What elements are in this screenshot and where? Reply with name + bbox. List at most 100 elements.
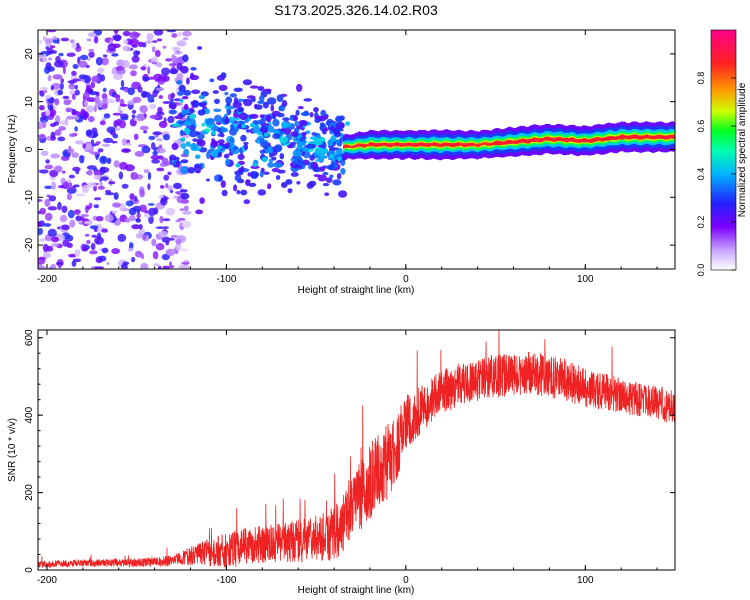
transition-blob: [183, 120, 192, 127]
noise-blob: [72, 64, 79, 69]
noise-blob: [44, 185, 53, 189]
noise-blob: [156, 138, 163, 142]
transition-blob: [340, 167, 346, 175]
ridge-core: [606, 137, 613, 141]
noise-blob: [50, 263, 57, 269]
noise-blob: [90, 242, 96, 251]
transition-blob: [197, 102, 207, 106]
ridge-core: [500, 141, 509, 145]
noise-blob: [131, 114, 136, 119]
noise-blob: [71, 152, 79, 158]
ridge-core: [537, 138, 543, 142]
noise-blob: [152, 89, 158, 98]
noise-blob: [176, 191, 183, 195]
ridge-core: [641, 135, 651, 139]
transition-blob: [180, 166, 189, 174]
transition-blob: [169, 68, 179, 75]
transition-peak: [345, 121, 351, 126]
noise-blob: [101, 247, 109, 254]
noise-blob: [67, 80, 77, 84]
noise-blob: [94, 266, 104, 269]
noise-blob: [106, 157, 112, 164]
transition-blob: [266, 146, 274, 154]
transition-blob: [310, 161, 319, 170]
ridge-core: [377, 143, 383, 147]
chart-title: S173.2025.326.14.02.R03: [274, 2, 438, 18]
ridge-core: [448, 143, 456, 147]
transition-blob: [197, 46, 203, 50]
noise-blob: [137, 113, 145, 122]
noise-blob: [149, 103, 157, 110]
noise-blob: [85, 85, 92, 93]
transition-blob: [272, 162, 283, 169]
noise-blob: [61, 205, 68, 213]
noise-blob: [44, 38, 54, 43]
noise-blob: [64, 117, 69, 126]
transition-blob: [180, 143, 187, 150]
ridge-core: [530, 139, 536, 142]
transition-blob: [170, 92, 175, 99]
noise-blob: [111, 248, 120, 255]
noise-blob: [74, 89, 80, 96]
noise-blob: [133, 133, 139, 140]
transition-blob: [290, 172, 299, 177]
noise-blob: [121, 183, 129, 189]
transition-blob: [221, 189, 228, 197]
ridge-core: [443, 143, 449, 147]
noise-blob: [147, 94, 155, 103]
noise-blob: [169, 237, 175, 241]
snr-y-tick-label: 400: [24, 406, 35, 423]
noise-blob: [122, 261, 130, 266]
noise-blob: [103, 113, 111, 119]
transition-blob: [280, 182, 288, 188]
noise-blob: [182, 30, 192, 37]
noise-blob: [50, 85, 54, 91]
noise-blob: [171, 46, 181, 51]
transition-blob: [297, 141, 307, 147]
transition-blob: [201, 123, 205, 127]
noise-blob: [75, 193, 86, 197]
noise-blob: [163, 134, 170, 141]
noise-blob: [74, 140, 85, 145]
noise-blob: [158, 230, 168, 238]
transition-peak: [263, 132, 269, 137]
noise-blob: [166, 30, 177, 33]
noise-blob: [147, 183, 151, 191]
spectrogram-plot-area: [38, 30, 675, 269]
noise-blob: [173, 195, 179, 198]
noise-blob: [138, 224, 143, 230]
transition-blob: [223, 153, 230, 159]
transition-peak: [235, 163, 241, 168]
transition-blob: [325, 177, 333, 184]
noise-blob: [57, 136, 66, 142]
noise-blob: [101, 143, 111, 147]
noise-blob: [158, 95, 163, 99]
transition-blob: [315, 158, 324, 162]
noise-blob: [100, 176, 109, 181]
noise-blob: [72, 166, 81, 172]
noise-blob: [175, 239, 182, 245]
transition-blob: [294, 120, 299, 127]
noise-blob: [46, 194, 51, 198]
noise-blob: [63, 180, 73, 190]
snr-frame: [37, 329, 676, 571]
noise-blob: [176, 50, 181, 54]
transition-peak: [184, 130, 190, 135]
transition-blob: [282, 117, 290, 122]
snr-series-line: [38, 330, 675, 569]
noise-blob: [62, 170, 66, 174]
noise-blob: [153, 263, 160, 267]
transition-blob: [220, 127, 229, 133]
transition-blob: [225, 158, 231, 166]
noise-blob: [41, 116, 47, 121]
noise-blob: [52, 50, 57, 54]
transition-blob: [319, 166, 326, 172]
noise-blob: [60, 78, 64, 84]
noise-blob: [145, 234, 149, 242]
noise-blob: [106, 262, 110, 265]
transition-blob: [295, 109, 300, 116]
transition-blob: [204, 128, 211, 133]
noise-blob: [81, 184, 90, 194]
ridge-core: [546, 137, 554, 141]
noise-blob: [59, 82, 64, 90]
